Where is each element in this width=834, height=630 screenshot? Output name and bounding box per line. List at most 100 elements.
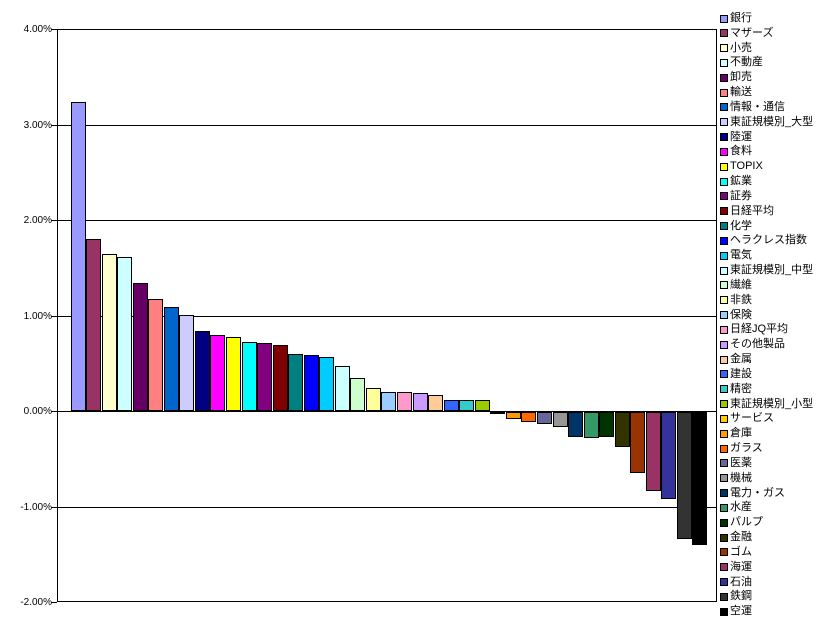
legend-item: 海運 xyxy=(720,560,752,575)
legend-item: 電気 xyxy=(720,248,752,263)
legend-label: 石油 xyxy=(730,575,752,588)
legend-marker-icon xyxy=(720,103,728,112)
y-axis-tick-label: 1.00% xyxy=(23,311,52,322)
legend-item: 日経平均 xyxy=(720,204,774,219)
legend-label: 陸運 xyxy=(730,130,752,143)
legend-item: ヘラクレス指数 xyxy=(720,233,807,248)
legend-marker-icon xyxy=(720,222,728,231)
legend-marker-icon xyxy=(720,177,728,186)
legend-marker-icon xyxy=(720,118,728,127)
bar-保険 xyxy=(381,392,396,411)
legend-marker-icon xyxy=(720,548,728,557)
bar-機械 xyxy=(553,412,568,427)
legend-label: パルプ xyxy=(730,516,763,529)
bar-鉄鋼 xyxy=(677,412,692,539)
legend-marker-icon xyxy=(720,236,728,245)
bar-卸売 xyxy=(133,283,148,411)
bar-サービス xyxy=(490,412,505,414)
legend-label: 非鉄 xyxy=(730,293,752,306)
legend-marker-icon xyxy=(720,474,728,483)
legend-marker-icon xyxy=(720,429,728,438)
legend-label: 保険 xyxy=(730,308,752,321)
legend-marker-icon xyxy=(720,311,728,320)
legend-label: TOPIX xyxy=(730,160,763,173)
bar-海運 xyxy=(646,412,661,491)
legend-item: 建設 xyxy=(720,367,752,382)
bar-繊維 xyxy=(350,378,365,411)
y-axis-tick-mark xyxy=(51,411,57,412)
plot-area xyxy=(57,29,717,602)
legend-item: 日経JQ平均 xyxy=(720,322,788,337)
bar-鉱業 xyxy=(242,342,257,411)
bar-金属 xyxy=(428,395,443,411)
bar-日経JQ平均 xyxy=(397,392,412,411)
legend-label: 食料 xyxy=(730,145,752,158)
bar-電力・ガス xyxy=(568,412,583,437)
legend-marker-icon xyxy=(720,147,728,156)
bar-小売 xyxy=(102,254,117,411)
legend-label: 空運 xyxy=(730,605,752,618)
legend-item: 輸送 xyxy=(720,85,752,100)
legend-item: 化学 xyxy=(720,219,752,234)
legend-marker-icon xyxy=(720,355,728,364)
zero-axis-line xyxy=(58,411,716,412)
legend-label: 東証規模別_小型 xyxy=(730,397,814,410)
bar-空運 xyxy=(692,412,707,545)
bar-水産 xyxy=(584,412,599,438)
legend-label: 海運 xyxy=(730,560,752,573)
legend-label: 水産 xyxy=(730,501,752,514)
legend-label: 倉庫 xyxy=(730,427,752,440)
legend-marker-icon xyxy=(720,325,728,334)
legend-marker-icon xyxy=(720,518,728,527)
bar-その他製品 xyxy=(413,393,428,411)
legend-marker-icon xyxy=(720,459,728,468)
y-axis-tick-mark xyxy=(51,316,57,317)
legend-item: 石油 xyxy=(720,575,752,590)
legend-item: マザーズ xyxy=(720,26,773,41)
legend-item: 鉄鋼 xyxy=(720,589,752,604)
legend-label: 金融 xyxy=(730,531,752,544)
legend-item: 保険 xyxy=(720,308,752,323)
legend-marker-icon xyxy=(720,296,728,305)
gridline xyxy=(58,316,716,317)
y-axis-tick-mark xyxy=(51,125,57,126)
bar-東証規模別_小型 xyxy=(475,400,490,411)
legend-label: 電力・ガス xyxy=(730,486,785,499)
legend-marker-icon xyxy=(720,563,728,572)
legend-label: 化学 xyxy=(730,219,752,232)
legend-item: 倉庫 xyxy=(720,426,752,441)
legend-marker-icon xyxy=(720,592,728,601)
legend-label: 東証規模別_中型 xyxy=(730,264,814,277)
legend-label: 証券 xyxy=(730,189,752,202)
legend-label: 繊維 xyxy=(730,278,752,291)
legend-marker-icon xyxy=(720,578,728,587)
legend-label: その他製品 xyxy=(730,338,785,351)
bar-建設 xyxy=(444,400,459,411)
legend-label: マザーズ xyxy=(730,26,774,39)
gridline xyxy=(58,125,716,126)
legend-label: 医薬 xyxy=(730,456,752,469)
bar-電気 xyxy=(319,357,334,411)
y-axis-tick-label: 0.00% xyxy=(23,406,52,417)
legend-label: 建設 xyxy=(730,367,752,380)
legend-item: 機械 xyxy=(720,471,752,486)
legend-marker-icon xyxy=(720,251,728,260)
y-axis-tick-label: -2.00% xyxy=(20,597,52,608)
legend-item: ゴム xyxy=(720,545,752,560)
legend-item: TOPIX xyxy=(720,159,763,174)
legend-item: 不動産 xyxy=(720,55,763,70)
legend-item: 鉱業 xyxy=(720,174,752,189)
bar-銀行 xyxy=(71,102,86,411)
y-axis-tick-label: 3.00% xyxy=(23,120,52,131)
legend-marker-icon xyxy=(720,88,728,97)
legend-marker-icon xyxy=(720,14,728,23)
legend-label: ゴム xyxy=(730,545,752,558)
gridline xyxy=(58,507,716,508)
legend-item: 東証規模別_中型 xyxy=(720,263,813,278)
legend-item: 医薬 xyxy=(720,456,752,471)
bar-ガラス xyxy=(521,412,536,422)
legend-label: 金属 xyxy=(730,353,752,366)
legend-label: ヘラクレス指数 xyxy=(730,234,807,247)
bar-日経平均 xyxy=(273,345,288,411)
legend-item: 東証規模別_小型 xyxy=(720,397,813,412)
